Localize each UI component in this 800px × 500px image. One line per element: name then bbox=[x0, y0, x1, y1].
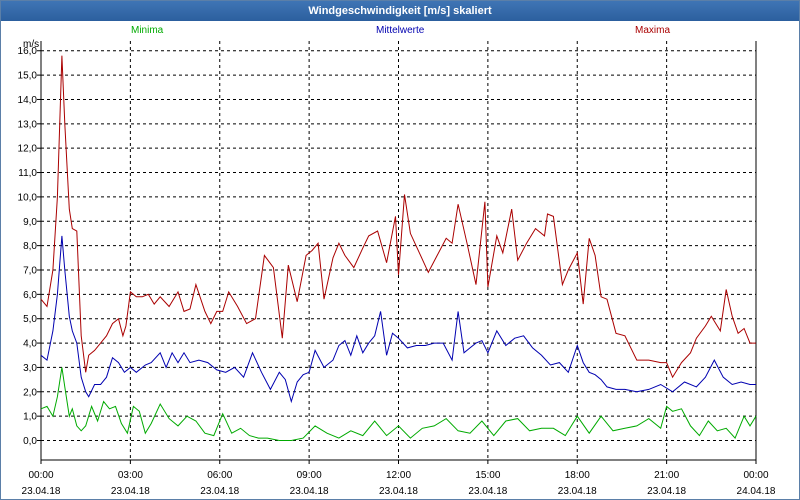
legend-maxima: Maxima bbox=[635, 25, 671, 36]
x-tick-time: 03:00 bbox=[118, 470, 143, 481]
y-tick-label: 15,0 bbox=[18, 71, 38, 82]
y-tick-label: 0,0 bbox=[23, 436, 37, 447]
x-tick-date: 23.04.18 bbox=[647, 486, 686, 497]
y-tick-label: 14,0 bbox=[18, 95, 38, 106]
x-tick-time: 00:00 bbox=[28, 470, 53, 481]
y-tick-label: 16,0 bbox=[18, 46, 38, 57]
y-tick-label: 3,0 bbox=[23, 363, 37, 374]
x-tick-time: 06:00 bbox=[207, 470, 232, 481]
x-tick-date: 24.04.18 bbox=[737, 486, 776, 497]
y-tick-label: 6,0 bbox=[23, 290, 37, 301]
x-tick-time: 18:00 bbox=[565, 470, 590, 481]
x-tick-time: 00:00 bbox=[743, 470, 768, 481]
x-tick-date: 23.04.18 bbox=[22, 486, 61, 497]
y-tick-label: 8,0 bbox=[23, 241, 37, 252]
y-tick-label: 10,0 bbox=[18, 192, 38, 203]
x-tick-date: 23.04.18 bbox=[290, 486, 329, 497]
y-tick-label: 1,0 bbox=[23, 412, 37, 423]
x-tick-time: 12:00 bbox=[386, 470, 411, 481]
series-line-maxima bbox=[40, 55, 756, 379]
y-tick-label: 5,0 bbox=[23, 314, 37, 325]
y-tick-label: 12,0 bbox=[18, 144, 38, 155]
y-tick-label: 4,0 bbox=[23, 339, 37, 350]
y-tick-label: 9,0 bbox=[23, 217, 37, 228]
x-tick-date: 23.04.18 bbox=[558, 486, 597, 497]
x-tick-time: 09:00 bbox=[297, 470, 322, 481]
x-tick-date: 23.04.18 bbox=[111, 486, 150, 497]
y-tick-label: 2,0 bbox=[23, 387, 37, 398]
y-tick-label: 11,0 bbox=[18, 168, 37, 179]
series-line-minima bbox=[40, 367, 757, 441]
series-line-mittelwerte bbox=[40, 235, 756, 404]
y-axis-unit: m/s bbox=[23, 39, 40, 50]
legend-minima: Minima bbox=[131, 25, 164, 36]
x-tick-date: 23.04.18 bbox=[379, 486, 418, 497]
x-tick-time: 15:00 bbox=[475, 470, 500, 481]
x-tick-date: 23.04.18 bbox=[468, 486, 507, 497]
y-tick-label: 7,0 bbox=[23, 265, 37, 276]
x-tick-date: 23.04.18 bbox=[200, 486, 239, 497]
x-tick-time: 21:00 bbox=[654, 470, 679, 481]
legend-mittelwerte: Mittelwerte bbox=[376, 25, 425, 36]
y-tick-label: 13,0 bbox=[18, 119, 38, 130]
chart-title: Windgeschwindigkeit [m/s] skaliert bbox=[1, 1, 799, 21]
